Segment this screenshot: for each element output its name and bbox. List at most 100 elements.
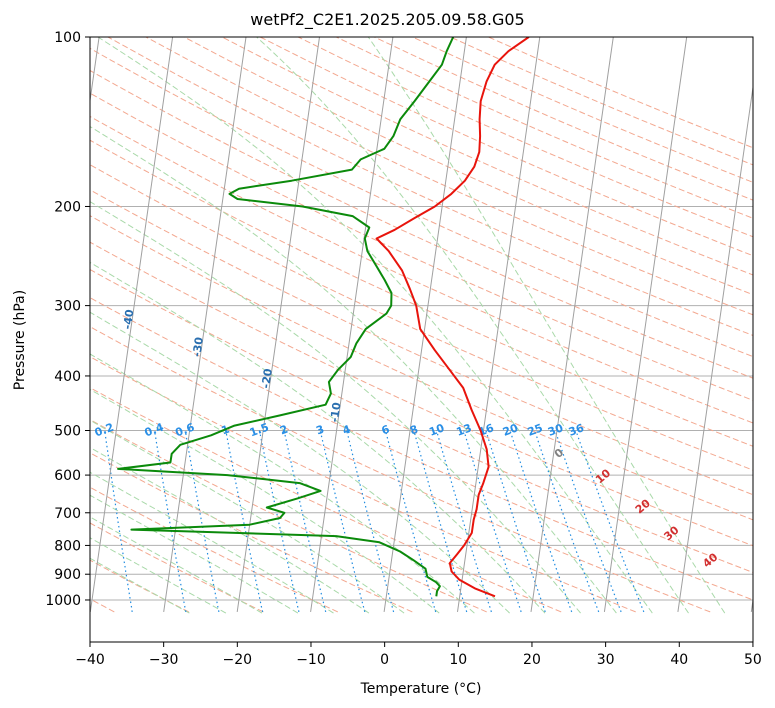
mixing-ratio-label: 0.4 [143,421,166,440]
dewpoint-profile-line [117,37,455,597]
mixing-ratio-label: 3 [314,423,326,438]
y-tick-label: 300 [54,299,81,315]
moist-adiabat [90,516,263,614]
isotherm-label: -40 [121,308,137,330]
moist-adiabat [367,37,726,614]
isotherm [530,37,614,612]
dry-adiabat [90,115,753,424]
mixing-ratio-line [225,430,264,613]
x-tick-label: 20 [523,652,541,668]
moist-adiabat [90,446,370,614]
moist-adiabat [90,388,440,614]
dry-adiabat [183,37,753,296]
mixing-ratio-line [534,430,600,613]
dry-adiabat [221,37,753,276]
temperature-profile-line [375,37,530,598]
y-tick-label: 400 [54,369,81,385]
dry-adiabat [90,215,753,521]
isotherm [383,37,467,612]
plot-frame [89,36,754,643]
moist-adiabat [90,201,581,614]
mixing-ratio-line [153,430,187,613]
dry-adiabat [90,69,753,379]
mixing-ratio-line [283,430,327,613]
mixing-ratio-label: 1.5 [248,421,271,440]
x-tick-label: −40 [75,652,105,668]
mixing-ratio-line [104,430,133,613]
isotherm [236,37,320,612]
x-axis-label: Temperature (°C) [360,681,482,697]
mixing-ratio-label: 8 [408,423,420,438]
y-tick-label: 700 [54,506,81,522]
moist-adiabat [90,311,510,614]
mixing-ratio-label: 30 [546,421,565,439]
x-tick-label: −20 [223,652,253,668]
mixing-ratio-line [184,430,220,613]
dry-adiabat [90,164,753,471]
mixing-ratio-line [554,430,622,613]
x-tick-label: 0 [380,652,389,668]
mixing-ratio-label: 2 [278,423,290,438]
moist-adiabat [90,125,617,614]
isotherm [310,37,394,612]
isotherm [163,37,247,612]
moist-adiabat [90,537,227,614]
chart-title: wetPf2_C2E1.2025.205.09.58.G05 [250,10,525,29]
isotherm-label: -10 [328,401,344,423]
moist-adiabat [90,557,190,614]
x-tick-label: 40 [670,652,688,668]
mixing-ratio-label: 36 [567,421,586,439]
dry-adiabat [90,326,711,613]
dry-adiabat [90,268,753,573]
mixing-ratio-label: 0.2 [93,421,116,440]
isotherm [90,37,100,105]
dry-adiabat [259,37,753,257]
dry-adiabat [412,37,753,183]
mixing-ratio-line [485,430,546,613]
isotherm [457,37,541,612]
mixing-ratio-label: 4 [341,423,353,438]
dry-adiabat [90,486,339,613]
y-tick-label: 600 [54,468,81,484]
y-tick-label: 100 [54,30,81,46]
isotherm-label: -30 [190,336,206,358]
mixing-ratio-label: 6 [380,423,392,438]
isotherm [677,83,753,612]
y-tick-label: 1000 [45,593,81,609]
dry-adiabat [90,559,190,613]
dry-adiabat [297,37,753,238]
mixing-ratio-label: 13 [455,421,474,438]
mixing-ratio-line [413,430,468,613]
mixing-ratio-line [463,430,522,613]
mixing-ratio-label: 25 [526,421,545,438]
isotherm [603,37,688,612]
mixing-ratio-line [509,430,573,613]
dry-adiabat [107,37,753,336]
isotherm-label: -60 [0,231,1,253]
mixing-ratio-label: 10 [427,421,446,439]
isotherm [90,37,174,612]
dry-adiabat [90,297,753,601]
dry-adiabat [90,419,487,613]
x-tick-label: 50 [744,652,762,668]
mixing-ratio-label: 0.6 [174,421,197,440]
y-tick-label: 500 [54,424,81,440]
moist-adiabat [90,471,334,614]
isotherm-label: -50 [52,273,68,295]
x-tick-label: 30 [597,652,615,668]
moist-adiabat [90,353,475,614]
isotherm [750,596,753,612]
y-axis-label: Pressure (hPa) [12,290,28,390]
dry-adiabat [488,37,753,149]
dry-adiabat [336,37,753,219]
dry-adiabat [90,92,753,401]
y-tick-label: 800 [54,538,81,554]
mixing-ratio-line [319,430,366,613]
dry-adiabat [90,189,753,496]
moist-adiabat [90,261,546,614]
moist-adiabat [256,37,689,614]
dry-adiabat [90,47,753,358]
mixing-ratio-line [258,430,300,613]
dry-adiabat [90,241,753,547]
